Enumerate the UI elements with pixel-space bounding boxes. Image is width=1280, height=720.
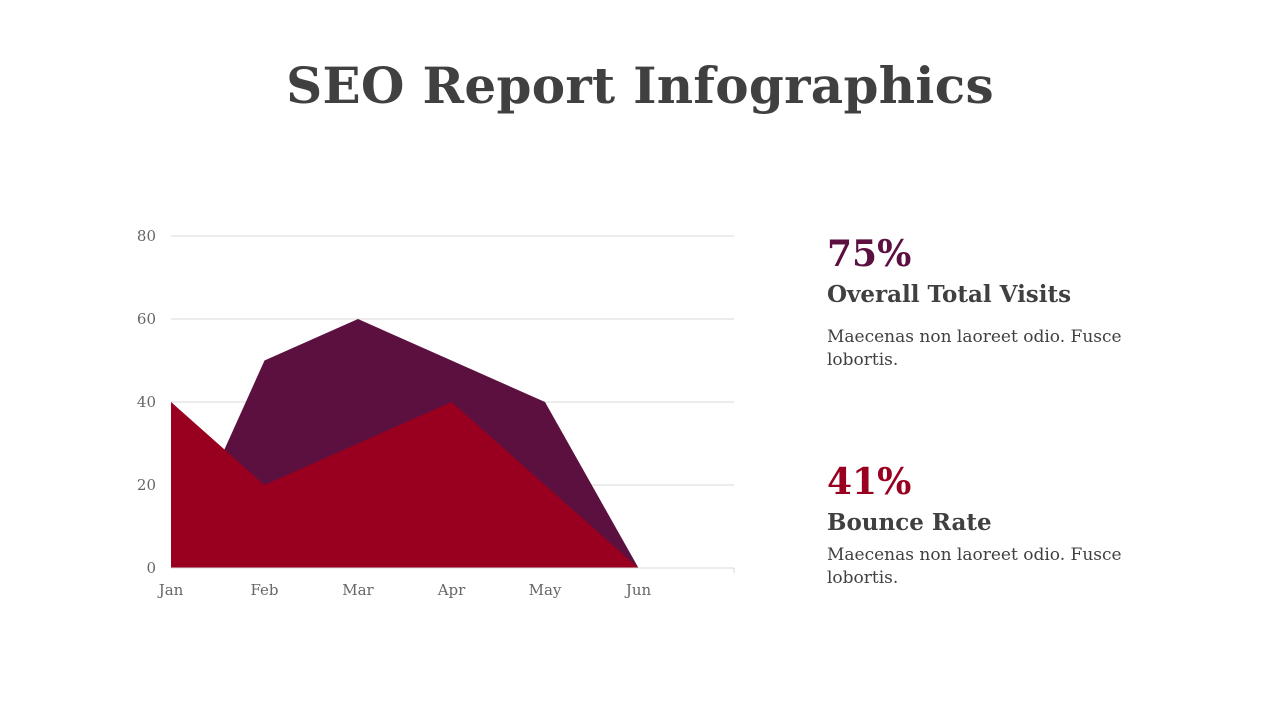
stat-description: Maecenas non laoreet odio. Fusce loborti… (827, 545, 1122, 588)
area-chart: 0 20 40 60 80 Jan Feb Mar Apr May Jun (100, 215, 760, 615)
x-tick-label: Feb (250, 581, 278, 599)
y-tick-label: 80 (137, 227, 156, 245)
chart-axes: 0 20 40 60 80 Jan Feb Mar Apr May Jun (137, 227, 735, 599)
stat-value: 75% (827, 233, 912, 275)
x-tick-label: Jan (157, 581, 184, 599)
stat-heading: Overall Total Visits (827, 281, 1072, 308)
chart-svg: 0 20 40 60 80 Jan Feb Mar Apr May Jun (137, 227, 735, 599)
stat-description: Maecenas non laoreet odio. Fusce loborti… (827, 327, 1122, 370)
stat-bounce-rate: 41% Bounce Rate Maecenas non laoreet odi… (827, 462, 1187, 590)
x-tick-label: Mar (342, 581, 374, 599)
chart-areas (171, 319, 639, 568)
y-tick-label: 60 (137, 310, 156, 328)
x-tick-label: Apr (437, 581, 466, 599)
stat-value: 41% (827, 461, 912, 503)
y-tick-label: 40 (137, 393, 156, 411)
y-tick-label: 0 (146, 559, 156, 577)
stat-overall-total-visits: 75% Overall Total Visits Maecenas non la… (827, 234, 1187, 372)
x-tick-label: Jun (624, 581, 652, 599)
y-tick-label: 20 (137, 476, 156, 494)
page-title: SEO Report Infographics (286, 56, 994, 115)
stat-heading: Bounce Rate (827, 509, 992, 536)
x-tick-label: May (529, 581, 562, 599)
area-series-2 (171, 402, 639, 568)
